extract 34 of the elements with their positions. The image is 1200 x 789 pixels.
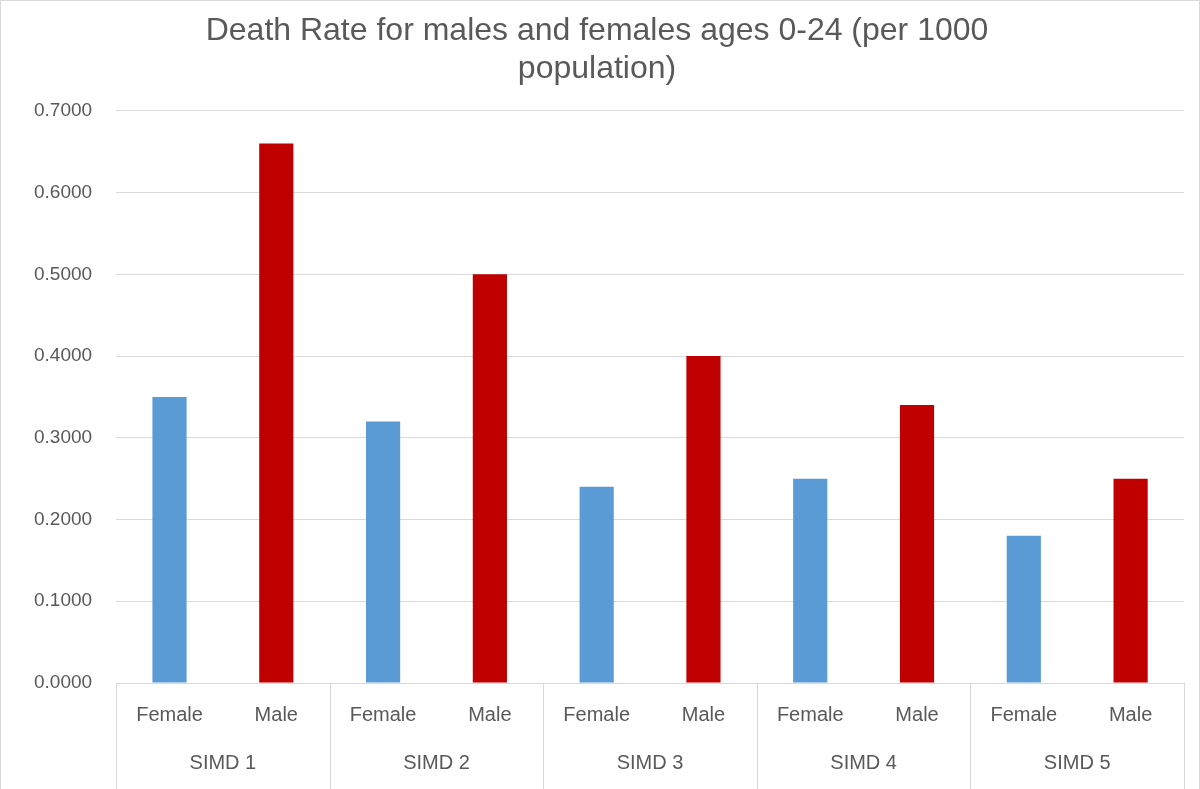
- chart-title: Death Rate for males and females ages 0-24 (per 1000 population): [205, 11, 989, 86]
- text: Male: [468, 702, 512, 725]
- y-tick-label: 0.1000: [33, 589, 93, 611]
- text: Female: [776, 702, 844, 725]
- bar: [259, 143, 294, 683]
- text: Male: [681, 702, 726, 725]
- x-tick-label: SIMD 4: [830, 750, 897, 773]
- y-tick-label: 0.5000: [33, 262, 93, 284]
- y-tick-label: 0.6000: [33, 180, 93, 202]
- y-tick-label: 0.4000: [33, 344, 93, 366]
- x-tick-label: SIMD 5: [1043, 750, 1111, 773]
- bar: [793, 478, 828, 683]
- text: Female: [990, 702, 1058, 725]
- bar: [686, 356, 721, 683]
- bar: [899, 405, 935, 683]
- bar: [1113, 478, 1148, 683]
- y-tick-label: 0.3000: [33, 426, 93, 448]
- bar: [1006, 535, 1041, 683]
- series-label: Male: [1108, 702, 1153, 725]
- y-tick-label: 0.7000: [33, 99, 93, 121]
- x-tick-label: SIMD 3: [616, 750, 684, 773]
- text: Female: [349, 702, 417, 725]
- bar: [152, 396, 187, 683]
- bar: [366, 421, 401, 683]
- text: Male: [254, 702, 298, 725]
- x-tick-label: SIMD 2: [403, 750, 470, 773]
- x-tick-label: SIMD 1: [189, 750, 257, 773]
- y-tick-label: 0.0000: [33, 671, 93, 693]
- y-tick-label: 0.2000: [33, 507, 93, 529]
- text: Male: [895, 702, 939, 725]
- series-label: Female: [136, 702, 203, 725]
- bar: [579, 486, 614, 683]
- bar: [472, 274, 507, 683]
- text: Female: [563, 702, 631, 725]
